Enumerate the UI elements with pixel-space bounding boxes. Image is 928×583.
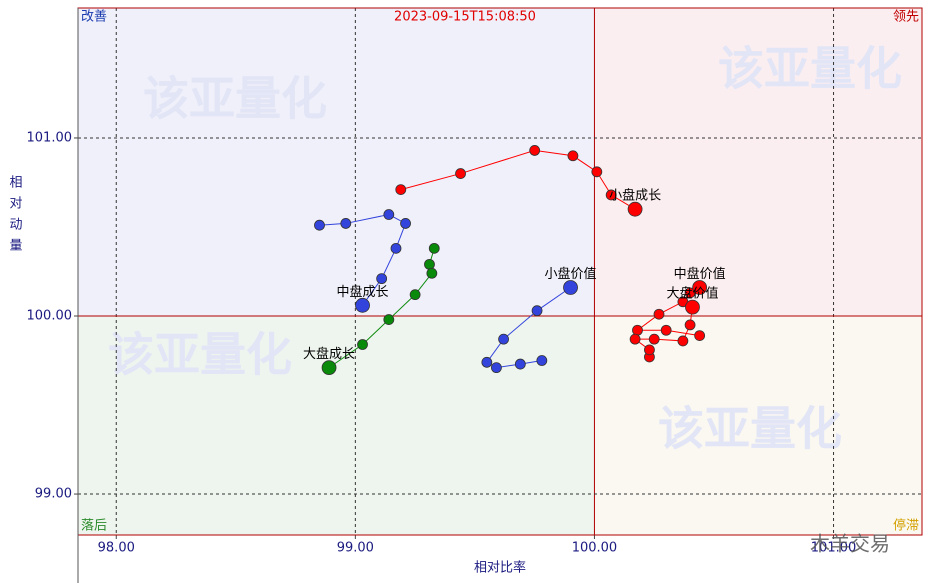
trail-point xyxy=(395,184,407,196)
x-tick-label: 99.00 xyxy=(337,541,374,556)
trail-point xyxy=(383,209,395,220)
current-point xyxy=(355,297,370,313)
trail-point xyxy=(660,324,672,336)
quadrant xyxy=(78,8,595,317)
series-label: 大盘价值 xyxy=(666,286,718,302)
trail-point xyxy=(648,333,660,345)
y-axis-label: 相对动量 xyxy=(7,175,23,259)
trail-point xyxy=(376,273,388,285)
watermark: 该亚量化 xyxy=(658,402,842,456)
y-tick-label: 99.00 xyxy=(35,487,72,502)
x-tick-label: 98.00 xyxy=(98,541,135,556)
series-label: 小盘成长 xyxy=(609,188,661,204)
quadrant-label: 领先 xyxy=(893,10,919,25)
trail-point xyxy=(428,242,440,254)
source-watermark: 木羊交易 xyxy=(810,532,890,556)
trail-point xyxy=(605,189,617,201)
trail-point xyxy=(644,344,655,356)
quadrant-label: 停滞 xyxy=(893,518,919,534)
series-label: 大盘成长 xyxy=(303,346,355,362)
trail-point xyxy=(424,258,435,270)
trail-point xyxy=(684,319,696,331)
watermark: 该亚量化 xyxy=(108,328,292,382)
trail-point xyxy=(314,219,325,231)
trail-point xyxy=(677,335,689,347)
quadrant xyxy=(78,316,595,535)
watermark: 该亚量化 xyxy=(143,72,327,126)
chart-title: 2023-09-15T15:08:50 xyxy=(394,10,536,25)
trail-point xyxy=(357,339,368,350)
trail-point xyxy=(498,333,509,345)
watermark: 该亚量化 xyxy=(718,42,902,96)
x-axis-label: 相对比率 xyxy=(474,560,526,576)
quadrant-label: 落后 xyxy=(81,519,107,534)
trail-point xyxy=(632,324,643,336)
x-tick-label: 100.00 xyxy=(572,541,618,556)
trail-point xyxy=(481,356,493,368)
trail-point xyxy=(653,308,665,320)
trail-point xyxy=(531,305,543,317)
trail-point xyxy=(567,150,579,162)
current-point xyxy=(563,280,578,295)
trail-point xyxy=(390,242,402,254)
trail-point xyxy=(409,289,421,301)
trail-point xyxy=(455,168,466,179)
trail-point xyxy=(426,267,438,279)
trail-point xyxy=(529,145,541,156)
series-label: 中盘成长 xyxy=(337,284,389,300)
trail-point xyxy=(340,218,352,229)
series-label: 中盘价值 xyxy=(674,266,726,282)
quadrant-label: 改善 xyxy=(81,9,107,25)
trail-point xyxy=(694,330,706,341)
current-point xyxy=(321,360,337,376)
trail-point xyxy=(536,355,548,366)
trail-point xyxy=(514,358,526,370)
x-tick-label: 101.00 xyxy=(811,541,857,556)
series-label: 小盘价值 xyxy=(545,266,597,282)
y-tick-label: 100.00 xyxy=(27,309,73,324)
trail-point xyxy=(629,333,641,345)
current-point xyxy=(685,299,700,315)
current-point xyxy=(627,201,643,217)
current-point xyxy=(692,280,708,295)
trail-point xyxy=(591,166,603,178)
trail-point xyxy=(383,314,395,325)
trail-point xyxy=(491,362,502,374)
y-tick-label: 101.00 xyxy=(27,130,73,145)
trail-point xyxy=(400,218,411,229)
quadrant xyxy=(594,8,922,317)
